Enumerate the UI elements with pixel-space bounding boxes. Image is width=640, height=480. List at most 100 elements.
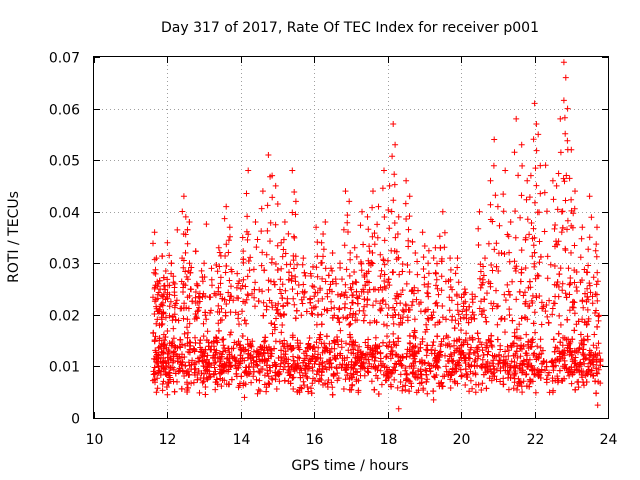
data-point [164,276,171,283]
data-point [391,376,398,383]
data-point [276,286,283,293]
data-point [582,290,588,297]
data-point [505,233,512,240]
data-point [533,182,540,189]
data-point [402,367,409,374]
data-point [388,208,395,215]
data-point [430,309,437,316]
data-point [223,241,230,248]
data-point [555,293,562,300]
data-point [326,340,333,347]
data-point [350,292,357,299]
data-point [240,344,247,351]
data-point [544,313,551,320]
data-point [184,389,191,395]
data-point [520,343,527,350]
data-point [381,278,388,284]
data-point [552,243,558,250]
data-point [586,351,593,358]
data-point [371,230,378,237]
data-point [364,296,371,303]
y-axis-label: ROTI / TECUs [6,191,22,283]
data-point [218,383,225,390]
data-point [155,355,162,362]
data-point [581,266,588,273]
data-point [420,254,427,261]
data-point [462,337,469,344]
data-point [325,272,332,279]
data-point [485,348,492,355]
data-point [201,353,208,360]
data-point [298,312,305,319]
data-point [522,289,528,296]
data-point [217,274,224,281]
data-point [537,253,544,260]
data-point [281,377,288,384]
data-point [243,296,250,303]
data-point [493,303,500,310]
data-point [535,367,542,374]
data-point [563,294,570,301]
data-point [488,369,495,376]
data-point [207,294,214,301]
data-point [379,185,386,192]
data-point [545,319,552,326]
data-point [220,342,227,349]
data-point [496,351,502,358]
data-point [422,367,429,373]
data-point [585,246,592,253]
data-point [477,284,484,291]
data-point [417,308,424,315]
y-tick-label: 0.06 [49,103,80,119]
data-point [319,275,326,282]
data-point [269,304,276,311]
data-point [519,360,526,367]
data-point [566,291,573,298]
data-point [518,141,525,148]
data-point [469,296,476,303]
data-point [523,331,530,338]
data-point [272,221,279,228]
data-point [365,369,372,376]
data-point [394,384,401,391]
data-point [258,262,265,269]
data-point [266,297,273,304]
data-point [484,359,491,365]
data-point [399,307,406,314]
data-point [507,219,514,225]
data-point [233,341,240,348]
data-point [462,289,469,296]
data-point [531,249,538,256]
data-point [244,336,251,343]
data-point [594,224,600,231]
data-point [261,267,268,274]
data-point [155,363,162,370]
data-point [308,390,315,397]
data-point [240,248,247,255]
data-point [494,321,501,328]
data-point [320,231,327,237]
data-point [239,333,246,339]
data-point [560,355,566,362]
data-point [447,266,454,273]
data-point [414,258,421,265]
data-point [561,114,568,121]
data-point [228,283,234,290]
data-point [493,287,499,294]
data-point [569,336,576,343]
data-point [518,247,525,254]
data-point [291,189,298,195]
data-point [288,275,295,282]
data-point [438,379,445,386]
data-point [493,240,500,247]
data-point [236,360,243,367]
data-point [405,243,412,250]
y-tick-label: 0 [71,412,80,428]
data-point [391,181,398,188]
data-point [480,272,487,279]
data-point [522,314,529,321]
data-point [291,265,297,272]
data-point [263,362,270,369]
data-point [463,330,470,337]
data-point [566,281,573,288]
